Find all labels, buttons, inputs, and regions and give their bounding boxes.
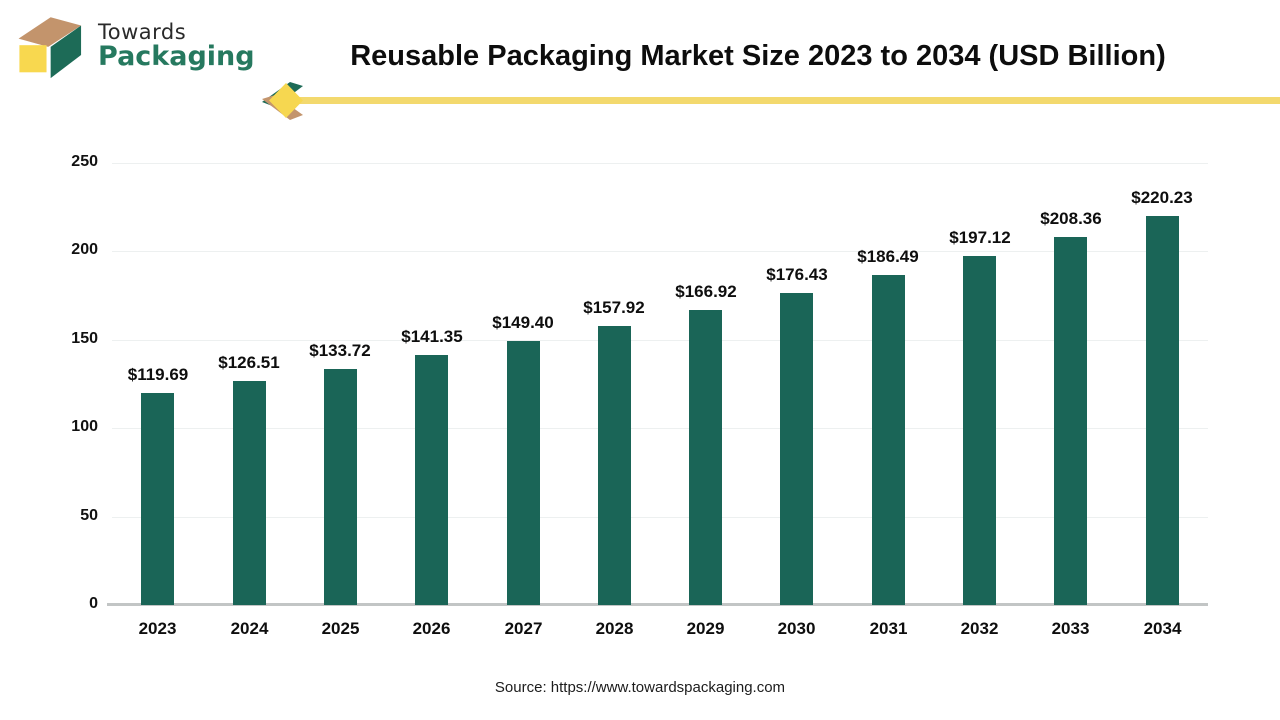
bar-value-label: $119.69 — [127, 365, 189, 384]
gridline — [112, 428, 1208, 429]
bar-2034 — [1146, 216, 1179, 605]
bar-2032 — [963, 256, 996, 605]
bar-2023 — [141, 393, 174, 605]
x-tick-label: 2025 — [321, 619, 360, 638]
brand-line-packaging: Packaging — [98, 40, 255, 72]
x-tick-label: 2023 — [138, 619, 177, 638]
x-tick-label: 2033 — [1051, 619, 1090, 638]
y-tick-label: 200 — [71, 241, 98, 258]
x-tick-label: 2026 — [412, 619, 451, 638]
bar-value-label: $186.49 — [857, 247, 919, 266]
x-tick-label: 2027 — [504, 619, 543, 638]
brand-text: Towards Packaging — [98, 21, 255, 71]
bar-chart: $119.69 2023 $126.51 2024 $133.72 2025 $141.35… — [0, 140, 1280, 650]
page-title: Reusable Packaging Market Size 2023 to 2… — [350, 40, 1166, 72]
bar-2026 — [415, 355, 448, 605]
x-tick-label: 2030 — [777, 619, 816, 638]
y-tick-label: 150 — [71, 330, 98, 347]
bar-2024 — [233, 381, 266, 605]
gridline — [112, 251, 1208, 252]
x-tick-label: 2028 — [595, 619, 634, 638]
bar-value-label: $176.43 — [766, 265, 828, 284]
y-tick-label: 100 — [71, 418, 98, 435]
bar-value-label: $220.23 — [1131, 188, 1193, 207]
x-tick-label: 2032 — [960, 619, 999, 638]
source-caption: Source: https://www.towardspackaging.com — [494, 679, 786, 696]
bar-value-label: $149.40 — [492, 313, 554, 332]
bar-2029 — [689, 310, 722, 605]
y-tick-label: 50 — [80, 507, 98, 524]
x-tick-label: 2031 — [869, 619, 908, 638]
bar-value-label: $197.12 — [949, 228, 1011, 247]
y-tick-label: 0 — [89, 595, 98, 612]
title-divider — [242, 80, 1280, 122]
plot-area: $119.69 2023 $126.51 2024 $133.72 2025 $141.35… — [107, 163, 1208, 638]
x-axis-line — [107, 603, 1208, 606]
bar-value-label: $133.72 — [309, 341, 371, 360]
gridline — [112, 163, 1208, 164]
bar-2025 — [324, 369, 357, 605]
bar-value-label: $157.92 — [583, 298, 645, 317]
y-tick-label: 250 — [71, 153, 98, 170]
bar-2027 — [507, 341, 540, 605]
brand-logo: Towards Packaging — [12, 10, 255, 82]
bar-2033 — [1054, 237, 1087, 605]
bar-2031 — [872, 275, 905, 605]
x-tick-label: 2034 — [1143, 619, 1182, 638]
logo-cube-icon — [18, 17, 82, 79]
gridline — [112, 517, 1208, 518]
bar-2028 — [598, 326, 631, 605]
bar-value-label: $126.51 — [218, 353, 280, 372]
bar-value-label: $166.92 — [675, 282, 737, 301]
bar-value-label: $208.36 — [1040, 209, 1102, 228]
bar-value-label: $141.35 — [401, 327, 463, 346]
divider-arrow-icon — [262, 82, 1280, 120]
x-tick-label: 2024 — [230, 619, 269, 638]
gridline — [112, 340, 1208, 341]
x-tick-label: 2029 — [686, 619, 725, 638]
brand-line-towards: Towards — [98, 19, 187, 44]
bar-2030 — [780, 293, 813, 605]
